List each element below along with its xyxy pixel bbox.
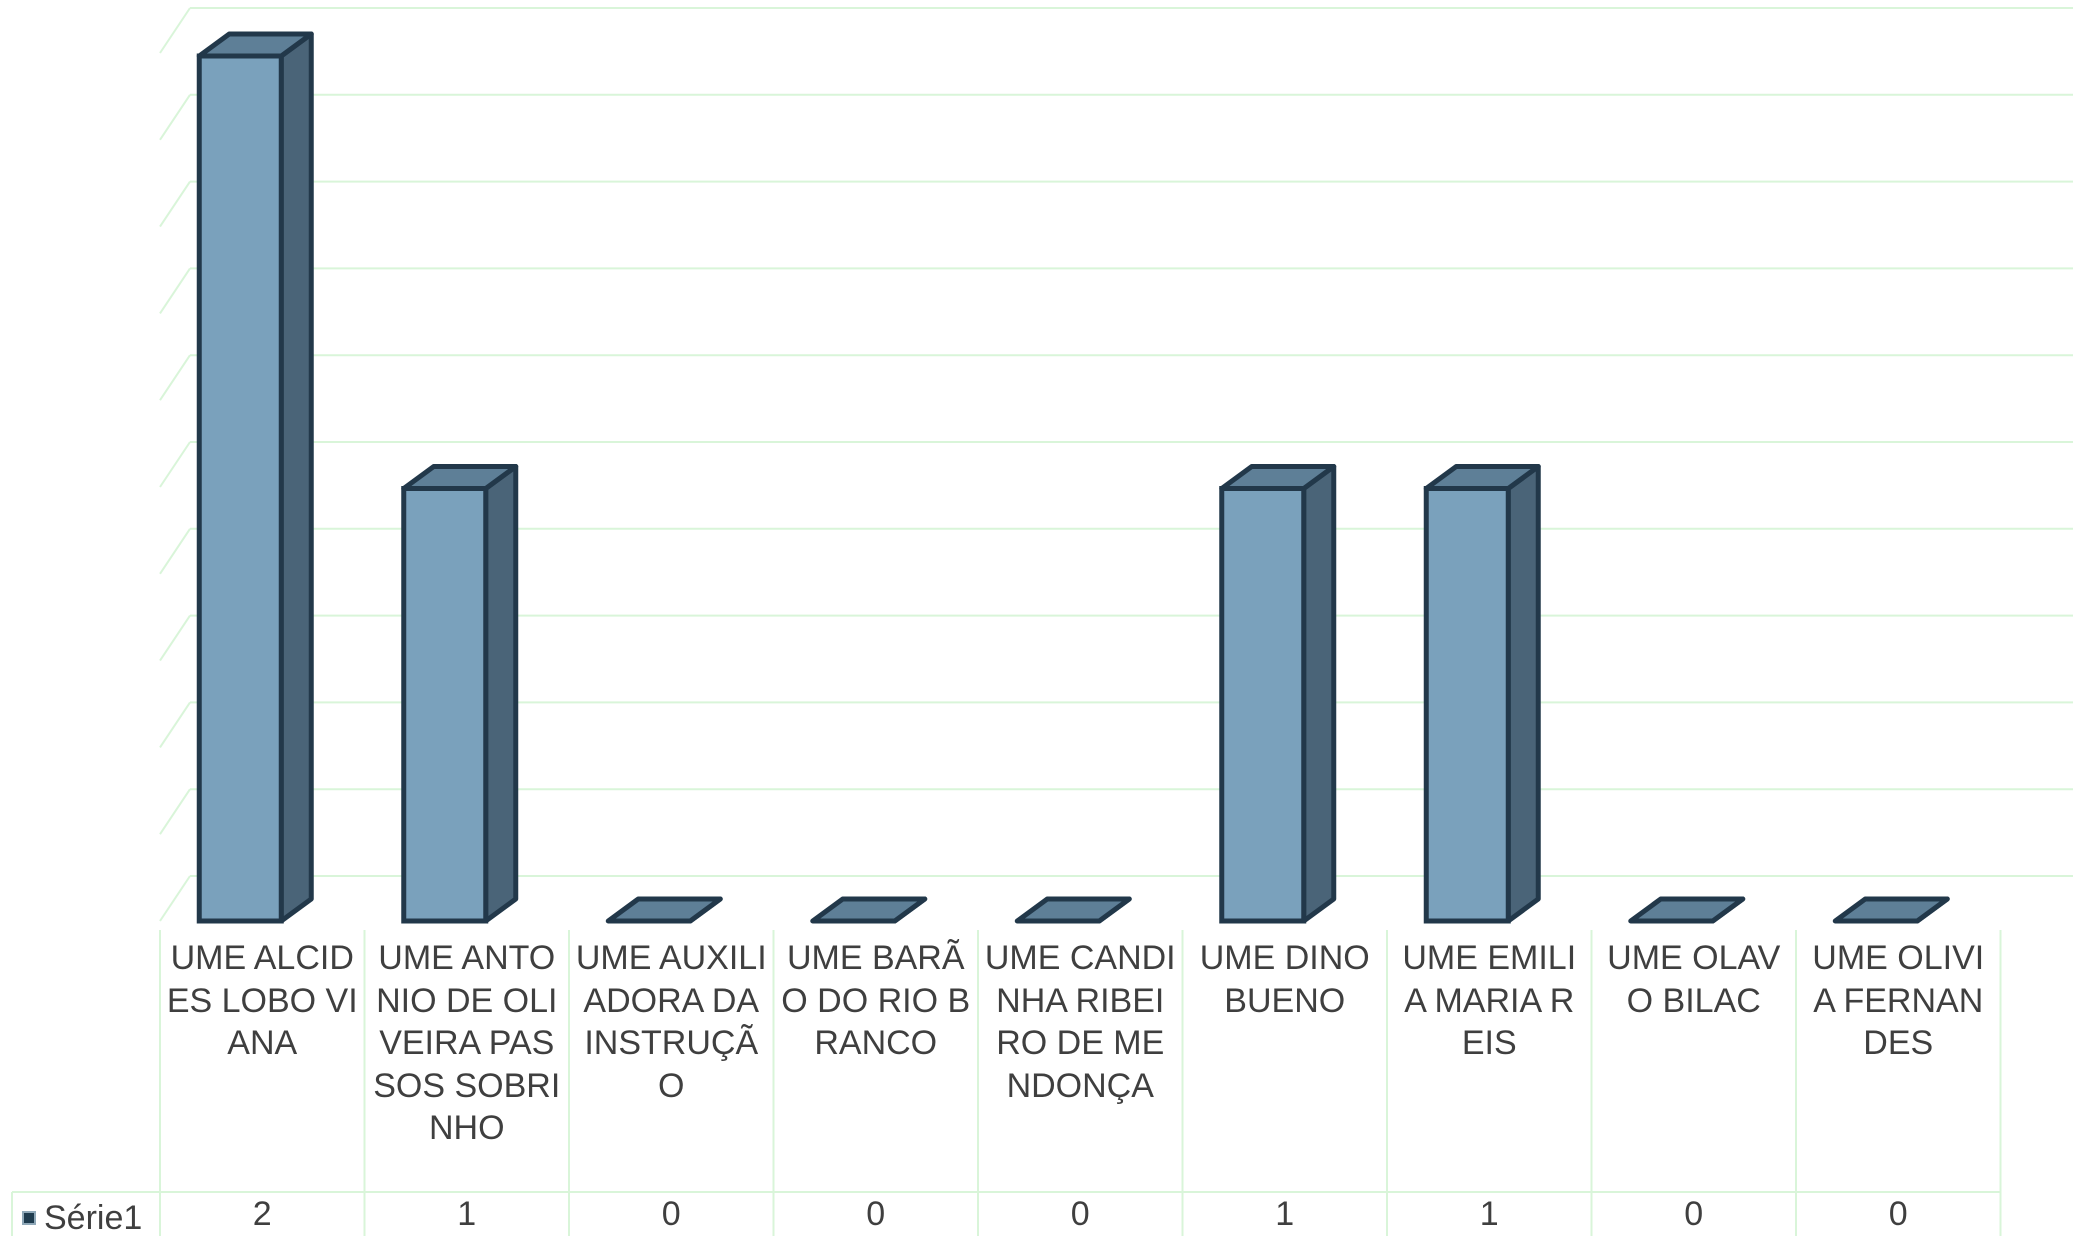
gridline-side xyxy=(159,788,191,835)
gridline-side xyxy=(159,94,191,141)
bar-side xyxy=(483,464,519,924)
bar-top xyxy=(605,896,723,924)
bar-front xyxy=(196,53,284,924)
chart-bars xyxy=(196,31,1950,924)
bar xyxy=(1219,464,1337,924)
bar xyxy=(605,896,723,924)
bar-side xyxy=(1301,464,1337,924)
bar-side xyxy=(278,31,314,924)
data-table-grid xyxy=(11,930,2002,1236)
bar-top xyxy=(810,896,928,924)
bar xyxy=(1423,464,1541,924)
bar xyxy=(1628,896,1746,924)
gridline-side xyxy=(159,441,191,488)
gridline-side xyxy=(159,615,191,662)
gridline-side xyxy=(159,875,191,922)
bar xyxy=(810,896,928,924)
bar-side xyxy=(1505,464,1541,924)
bar-front xyxy=(1219,486,1307,924)
gridline-side xyxy=(159,528,191,575)
gridline-side xyxy=(159,701,191,748)
gridline-side xyxy=(159,7,191,54)
bar xyxy=(196,31,314,924)
gridline-side xyxy=(159,354,191,401)
bar xyxy=(401,464,519,924)
bar xyxy=(1832,896,1950,924)
bar-front xyxy=(1423,486,1511,924)
bar-top xyxy=(1014,896,1132,924)
bar xyxy=(1014,896,1132,924)
bar-front xyxy=(401,486,489,924)
gridline-side xyxy=(159,181,191,228)
bar-top xyxy=(1832,896,1950,924)
bar-top xyxy=(1628,896,1746,924)
gridline-side xyxy=(159,267,191,314)
